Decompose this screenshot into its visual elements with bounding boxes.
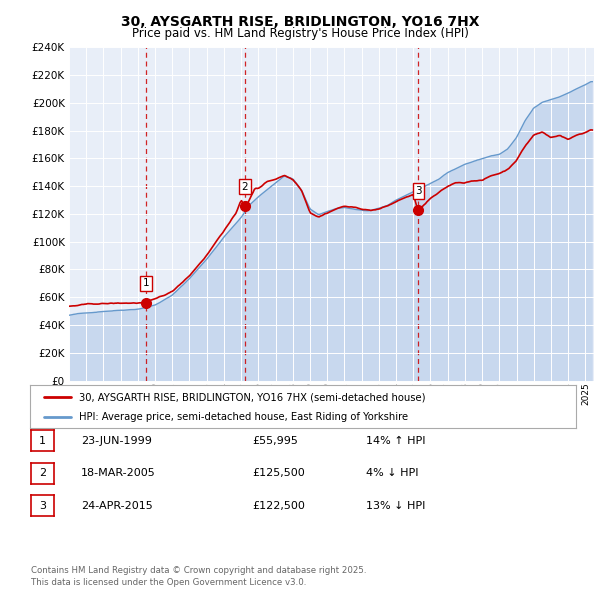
Text: 18-MAR-2005: 18-MAR-2005 xyxy=(81,468,156,478)
Text: 3: 3 xyxy=(39,501,46,510)
Text: 13% ↓ HPI: 13% ↓ HPI xyxy=(366,501,425,510)
Text: £55,995: £55,995 xyxy=(252,436,298,445)
Text: 30, AYSGARTH RISE, BRIDLINGTON, YO16 7HX (semi-detached house): 30, AYSGARTH RISE, BRIDLINGTON, YO16 7HX… xyxy=(79,392,425,402)
Text: 4% ↓ HPI: 4% ↓ HPI xyxy=(366,468,419,478)
Text: 24-APR-2015: 24-APR-2015 xyxy=(81,501,153,510)
Text: 23-JUN-1999: 23-JUN-1999 xyxy=(81,436,152,445)
Text: £122,500: £122,500 xyxy=(252,501,305,510)
Text: Contains HM Land Registry data © Crown copyright and database right 2025.
This d: Contains HM Land Registry data © Crown c… xyxy=(31,566,367,587)
Text: £125,500: £125,500 xyxy=(252,468,305,478)
Text: 1: 1 xyxy=(39,436,46,445)
Text: Price paid vs. HM Land Registry's House Price Index (HPI): Price paid vs. HM Land Registry's House … xyxy=(131,27,469,40)
Text: 30, AYSGARTH RISE, BRIDLINGTON, YO16 7HX: 30, AYSGARTH RISE, BRIDLINGTON, YO16 7HX xyxy=(121,15,479,29)
Text: 1: 1 xyxy=(143,278,149,289)
Text: 3: 3 xyxy=(415,186,422,196)
Text: HPI: Average price, semi-detached house, East Riding of Yorkshire: HPI: Average price, semi-detached house,… xyxy=(79,412,408,422)
Text: 14% ↑ HPI: 14% ↑ HPI xyxy=(366,436,425,445)
Text: 2: 2 xyxy=(241,182,248,192)
Text: 2: 2 xyxy=(39,468,46,478)
